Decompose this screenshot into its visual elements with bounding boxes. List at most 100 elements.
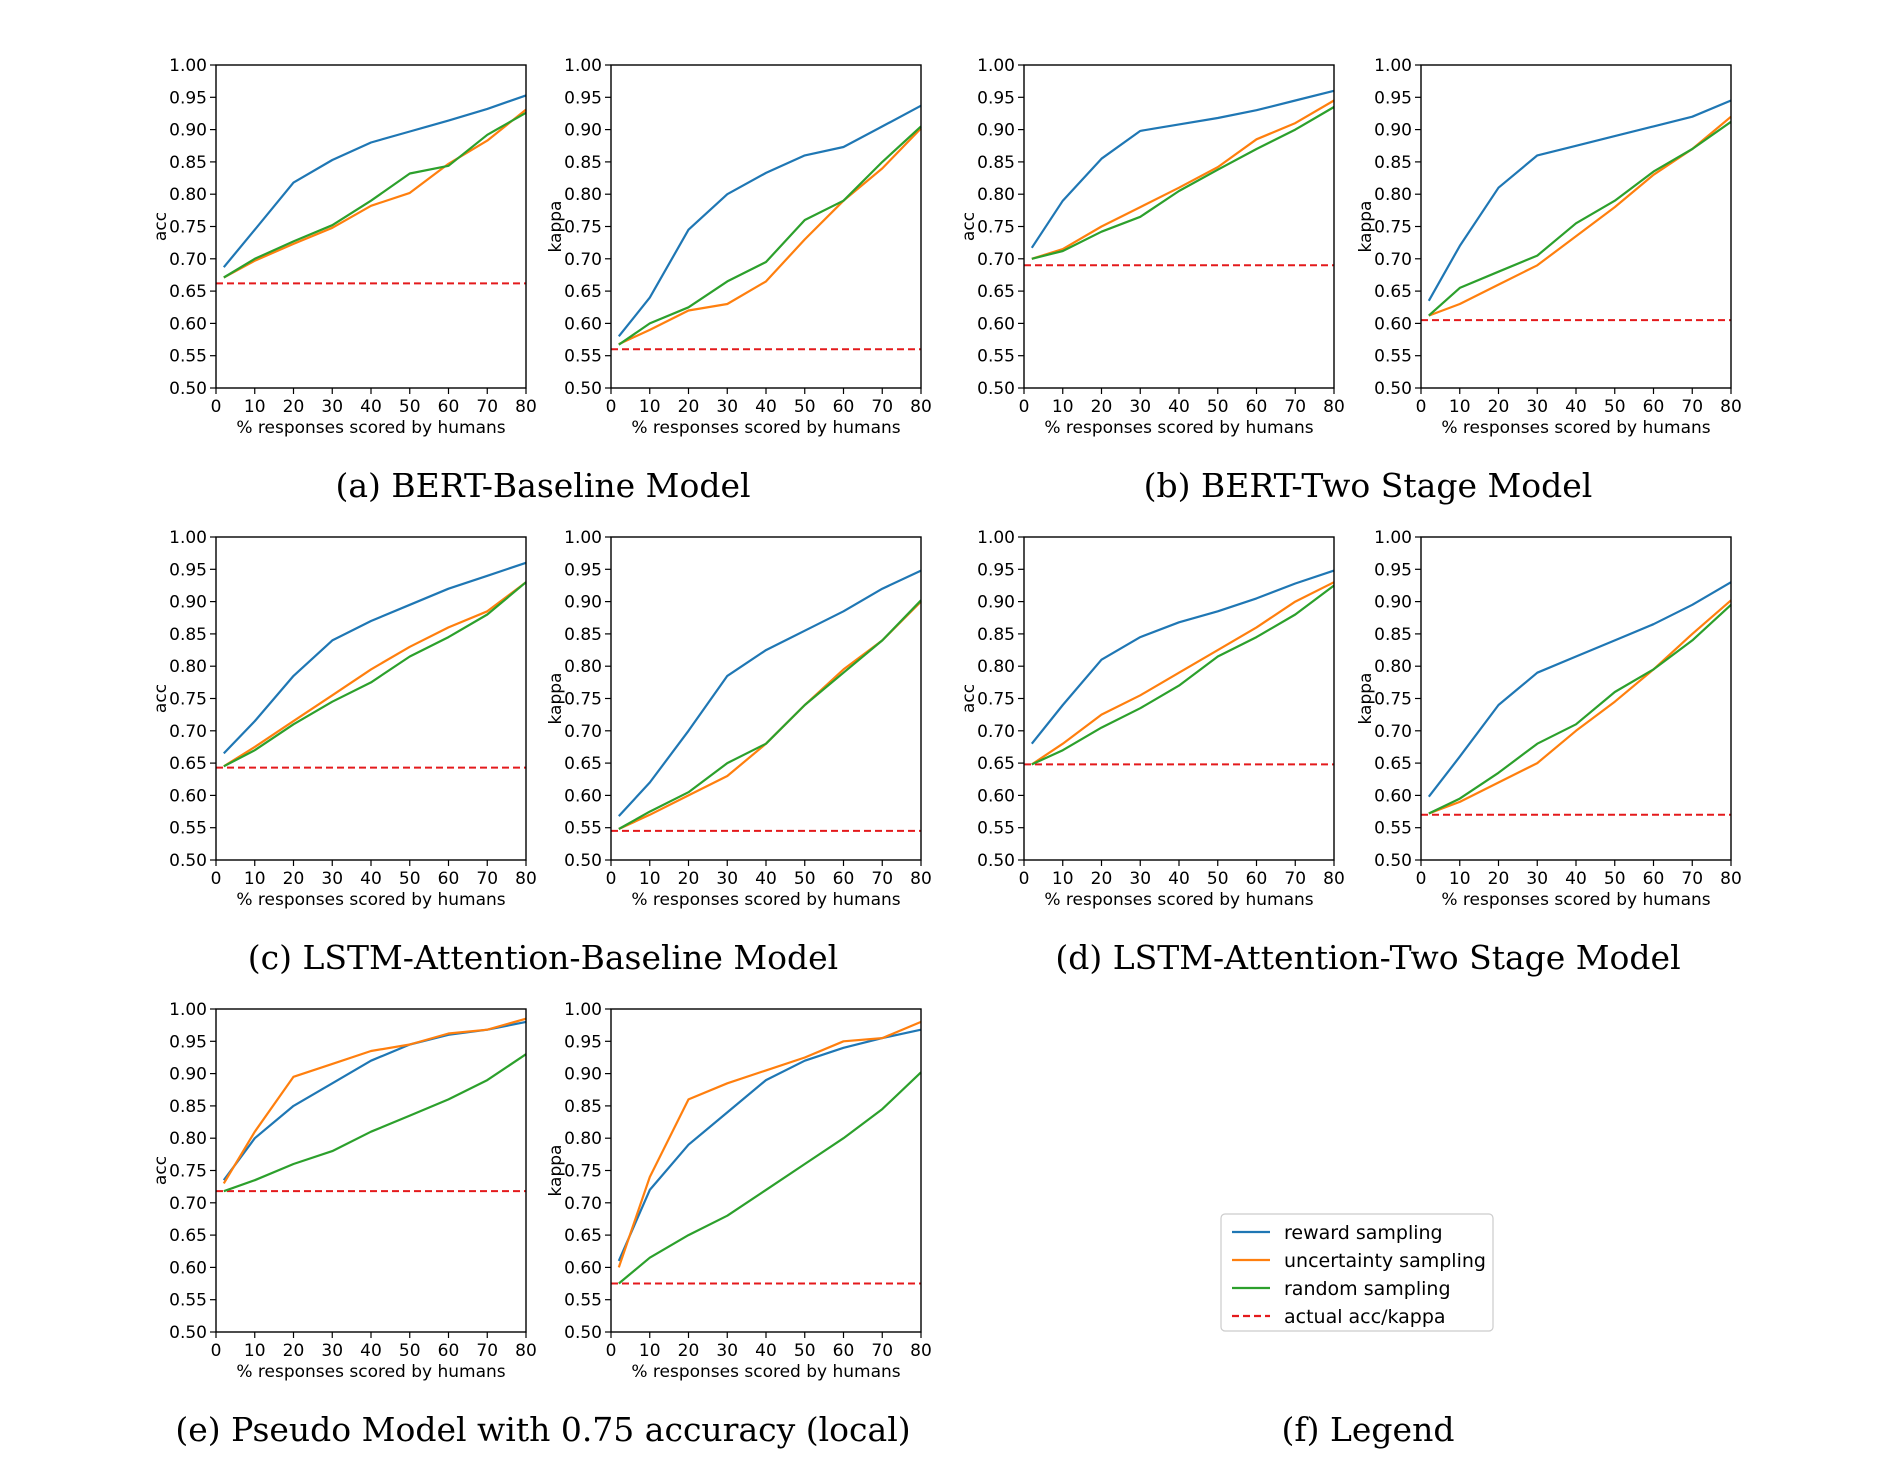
- x-tick-label: 20: [1488, 869, 1510, 889]
- series-line-uncertainty-sampling: [1428, 115, 1732, 317]
- chart-b-kappa: 0.50 0.55 0.60 0.65 0.70 0.75 0.80 0.85 0.90 0.95…: [1356, 56, 1742, 438]
- y-tick-label: 1.00: [564, 1000, 602, 1020]
- x-tick-label: 0: [1416, 869, 1427, 889]
- x-tick-label: 20: [283, 397, 305, 417]
- x-tick-label: 70: [871, 869, 893, 889]
- x-tick-label: 40: [1168, 869, 1190, 889]
- series-line-random-sampling: [223, 1053, 527, 1193]
- y-tick-label: 1.00: [169, 56, 207, 76]
- plot-frame: [610, 1008, 922, 1333]
- y-tick-label: 0.85: [169, 625, 207, 645]
- series-line-random-sampling: [1428, 120, 1732, 317]
- x-tick-label: 80: [1323, 397, 1345, 417]
- y-tick-label: 0.85: [169, 1097, 207, 1117]
- x-tick-label: 10: [1052, 869, 1074, 889]
- y-tick-label: 0.80: [169, 657, 207, 677]
- y-axis-label: kappa: [546, 201, 566, 253]
- y-tick-label: 0.50: [977, 379, 1015, 399]
- series-line-reward-sampling: [1030, 569, 1335, 745]
- series-line-reward-sampling: [1427, 581, 1732, 798]
- y-tick-label: 0.85: [977, 625, 1015, 645]
- plot-frame: [215, 64, 527, 389]
- y-tick-label: 0.70: [977, 722, 1015, 742]
- y-tick-label: 0.90: [169, 593, 207, 613]
- x-tick-label: 40: [360, 397, 382, 417]
- x-tick-label: 40: [755, 1341, 777, 1361]
- plot-frame: [1023, 64, 1335, 389]
- x-tick-label: 30: [1129, 397, 1151, 417]
- x-tick-label: 40: [360, 869, 382, 889]
- y-tick-label: 0.50: [564, 851, 602, 871]
- x-axis-label: % responses scored by humans: [1044, 890, 1313, 910]
- x-tick-label: 40: [1565, 397, 1587, 417]
- legend-label: uncertainty sampling: [1284, 1250, 1486, 1272]
- x-tick-label: 0: [211, 397, 222, 417]
- x-tick-label: 60: [1246, 397, 1268, 417]
- legend-caption: (f) Legend: [1282, 1410, 1455, 1449]
- series-line-uncertainty-sampling: [222, 1017, 527, 1184]
- y-tick-label: 0.95: [169, 1032, 207, 1052]
- series-line-uncertainty-sampling: [1428, 599, 1732, 815]
- series-line-random-sampling: [1428, 603, 1732, 815]
- y-tick-label: 0.55: [169, 1291, 207, 1311]
- y-tick-label: 0.75: [564, 218, 602, 238]
- y-tick-label: 0.65: [564, 282, 602, 302]
- legend-label: actual acc/kappa: [1284, 1306, 1446, 1328]
- y-tick-label: 0.90: [169, 1065, 207, 1085]
- y-tick-label: 0.85: [977, 153, 1015, 173]
- x-tick-label: 30: [321, 1341, 343, 1361]
- series-line-uncertainty-sampling: [617, 1020, 922, 1268]
- x-axis-label: % responses scored by humans: [631, 418, 900, 438]
- x-tick-label: 30: [1129, 869, 1151, 889]
- y-tick-label: 0.85: [1374, 153, 1412, 173]
- x-tick-label: 40: [360, 1341, 382, 1361]
- x-tick-label: 60: [833, 869, 855, 889]
- y-axis-label: acc: [151, 684, 171, 713]
- x-tick-label: 40: [1168, 397, 1190, 417]
- y-axis-label: acc: [959, 684, 979, 713]
- series-line-uncertainty-sampling: [223, 108, 527, 279]
- y-tick-label: 0.50: [169, 379, 207, 399]
- series-line-uncertainty-sampling: [618, 127, 922, 346]
- x-tick-label: 30: [321, 397, 343, 417]
- x-tick-label: 10: [1052, 397, 1074, 417]
- series-line-reward-sampling: [617, 569, 922, 817]
- plot-frame: [610, 64, 922, 389]
- y-tick-label: 0.95: [169, 560, 207, 580]
- y-tick-label: 1.00: [977, 56, 1015, 76]
- y-tick-label: 1.00: [1374, 528, 1412, 548]
- x-tick-label: 60: [833, 1341, 855, 1361]
- x-tick-label: 0: [211, 1341, 222, 1361]
- y-tick-label: 0.65: [1374, 754, 1412, 774]
- plot-frame: [1420, 536, 1732, 861]
- y-axis-label: kappa: [1356, 201, 1376, 253]
- y-tick-label: 0.65: [564, 1226, 602, 1246]
- y-tick-label: 0.65: [1374, 282, 1412, 302]
- y-tick-label: 0.90: [1374, 593, 1412, 613]
- y-tick-label: 0.55: [977, 347, 1015, 367]
- chart-e-kappa: 0.50 0.55 0.60 0.65 0.70 0.75 0.80 0.85 0.90 0.95…: [546, 1000, 932, 1382]
- y-axis-label: kappa: [546, 1145, 566, 1197]
- series-line-random-sampling: [618, 599, 922, 830]
- x-tick-label: 80: [515, 869, 537, 889]
- y-tick-label: 0.55: [564, 1291, 602, 1311]
- y-tick-label: 0.50: [1374, 851, 1412, 871]
- y-axis-label: kappa: [546, 673, 566, 725]
- y-tick-label: 0.95: [169, 88, 207, 108]
- x-tick-label: 50: [794, 1341, 816, 1361]
- x-tick-label: 80: [1720, 869, 1742, 889]
- y-tick-label: 0.60: [169, 1258, 207, 1278]
- x-tick-label: 20: [678, 1341, 700, 1361]
- series-line-random-sampling: [1031, 584, 1335, 766]
- y-tick-label: 0.80: [1374, 657, 1412, 677]
- x-tick-label: 40: [755, 397, 777, 417]
- x-tick-label: 20: [678, 397, 700, 417]
- y-tick-label: 0.75: [977, 218, 1015, 238]
- x-tick-label: 20: [1488, 397, 1510, 417]
- x-tick-label: 80: [910, 1341, 932, 1361]
- series-line-random-sampling: [618, 1071, 922, 1285]
- y-tick-label: 0.70: [564, 1194, 602, 1214]
- y-tick-label: 0.50: [169, 851, 207, 871]
- y-tick-label: 1.00: [1374, 56, 1412, 76]
